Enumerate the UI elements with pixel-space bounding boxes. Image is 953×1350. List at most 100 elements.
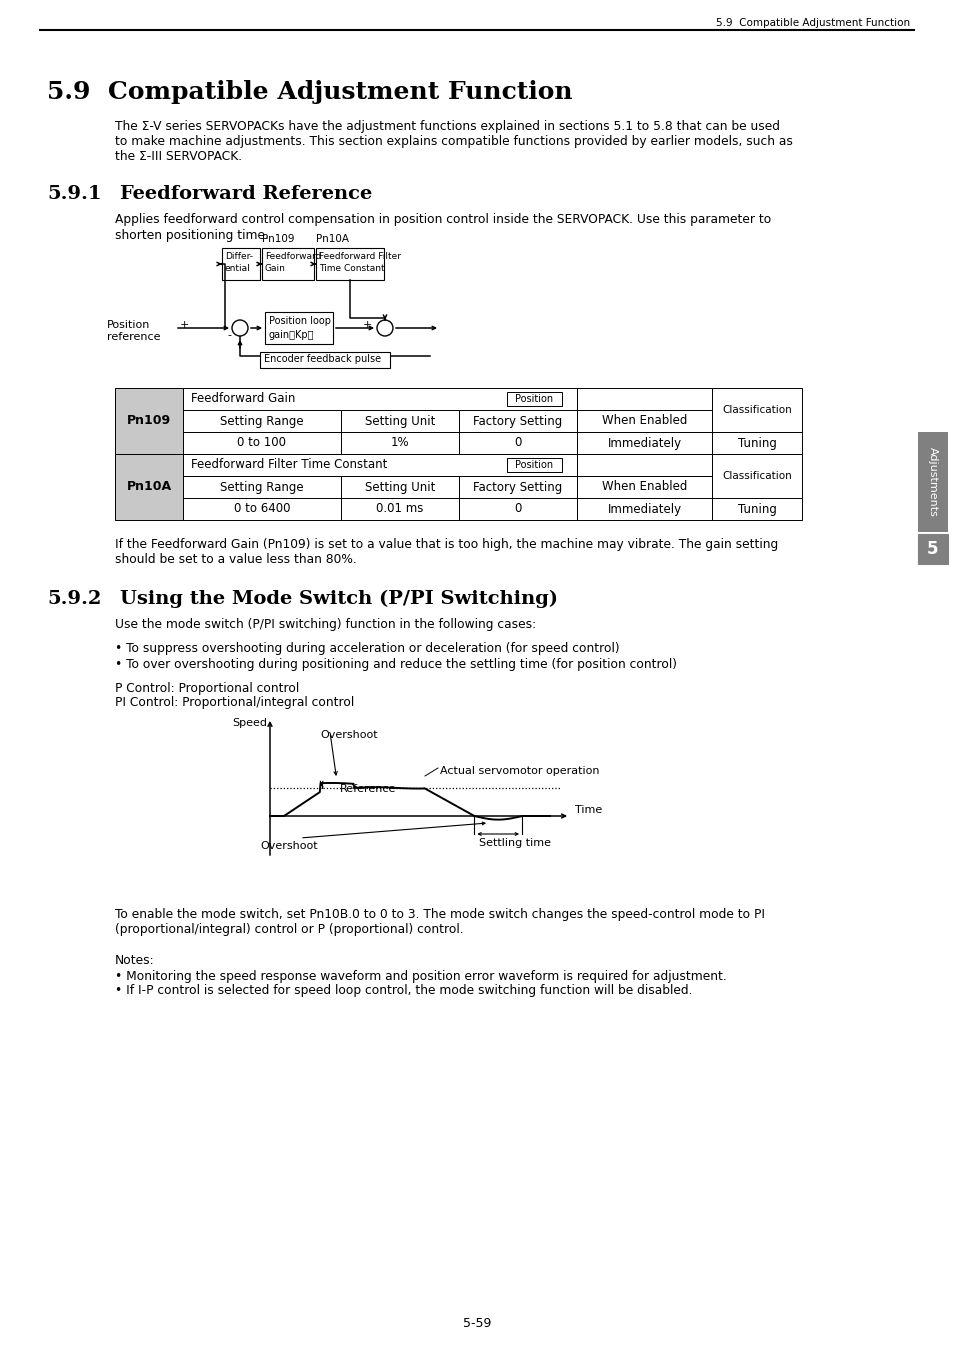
Bar [917,535,947,564]
Text: When Enabled: When Enabled [601,481,686,494]
Text: 5.9  Compatible Adjustment Function: 5.9 Compatible Adjustment Function [715,18,909,28]
Bar [262,248,314,279]
Text: Factory Setting: Factory Setting [473,481,562,494]
Bar [577,432,711,454]
Text: Speed: Speed [232,718,267,728]
Text: If the Feedforward Gain (Pn109) is set to a value that is too high, the machine : If the Feedforward Gain (Pn109) is set t… [115,539,778,566]
Text: Reference: Reference [339,784,395,794]
Text: Position: Position [107,320,151,329]
Bar [340,498,458,520]
Bar [458,410,577,432]
Text: Gain: Gain [265,265,286,273]
Text: Tuning: Tuning [737,502,776,516]
Text: Applies feedforward control compensation in position control inside the SERVOPAC: Applies feedforward control compensation… [115,213,770,225]
Text: Overshoot: Overshoot [319,730,377,740]
Bar [183,454,577,477]
Bar [711,387,801,432]
Text: Immediately: Immediately [607,436,680,450]
Bar [577,387,711,410]
Text: -: - [227,329,231,340]
Text: Setting Unit: Setting Unit [364,414,435,428]
Text: Notes:: Notes: [115,954,154,967]
Bar [340,432,458,454]
Text: Feedforward Gain: Feedforward Gain [191,393,295,405]
Text: 0: 0 [514,436,521,450]
Bar [115,454,183,520]
Text: Position loop: Position loop [269,316,331,325]
Text: • To over overshooting during positioning and reduce the settling time (for posi: • To over overshooting during positionin… [115,657,677,671]
Bar [265,312,333,344]
Text: Immediately: Immediately [607,502,680,516]
Text: Time: Time [575,805,601,815]
Text: reference: reference [107,332,160,342]
Text: Overshoot: Overshoot [260,841,317,850]
Text: P Control: Proportional control: P Control: Proportional control [115,682,299,695]
Bar [315,248,384,279]
Text: Classification: Classification [721,471,791,481]
Bar [577,498,711,520]
Text: Using the Mode Switch (P/PI Switching): Using the Mode Switch (P/PI Switching) [120,590,558,609]
Text: 5: 5 [926,540,938,558]
Bar [917,432,947,532]
Text: 5.9: 5.9 [47,80,91,104]
Text: When Enabled: When Enabled [601,414,686,428]
Text: Setting Range: Setting Range [220,481,303,494]
Bar [458,498,577,520]
Text: Actual servomotor operation: Actual servomotor operation [439,765,598,776]
Text: 0.01 ms: 0.01 ms [375,502,423,516]
Text: 5.9.1: 5.9.1 [47,185,102,202]
Text: Feedforward Filter Time Constant: Feedforward Filter Time Constant [191,459,387,471]
Text: Settling time: Settling time [479,838,551,848]
Bar [340,477,458,498]
Bar [183,410,340,432]
Text: gain（Kp）: gain（Kp） [269,329,314,340]
Text: Feedforward Filter: Feedforward Filter [318,252,400,261]
Text: Pn109: Pn109 [127,414,171,428]
Text: 0 to 6400: 0 to 6400 [233,502,290,516]
Text: • Monitoring the speed response waveform and position error waveform is required: • Monitoring the speed response waveform… [115,971,726,983]
Bar [183,498,340,520]
Text: Pn109: Pn109 [262,234,294,244]
Bar [183,432,340,454]
Bar [115,387,183,454]
Bar [506,458,561,472]
Bar [577,410,711,432]
Text: Position: Position [515,394,553,404]
Text: Classification: Classification [721,405,791,414]
Text: 5-59: 5-59 [462,1318,491,1330]
Bar [577,477,711,498]
Text: 0: 0 [514,502,521,516]
Text: To enable the mode switch, set Pn10B.0 to 0 to 3. The mode switch changes the sp: To enable the mode switch, set Pn10B.0 t… [115,909,764,936]
Text: Time Constant: Time Constant [318,265,384,273]
Text: 1%: 1% [391,436,409,450]
Bar [458,432,577,454]
Text: Compatible Adjustment Function: Compatible Adjustment Function [108,80,572,104]
Text: Position: Position [515,460,553,470]
Text: Tuning: Tuning [737,436,776,450]
Text: Use the mode switch (P/PI switching) function in the following cases:: Use the mode switch (P/PI switching) fun… [115,618,536,630]
Text: Factory Setting: Factory Setting [473,414,562,428]
Bar [222,248,260,279]
Text: shorten positioning time.: shorten positioning time. [115,230,269,242]
Text: Adjustments: Adjustments [927,447,937,517]
Bar [711,432,801,454]
Text: +: + [180,320,190,329]
Bar [183,387,577,410]
Text: • If I-P control is selected for speed loop control, the mode switching function: • If I-P control is selected for speed l… [115,984,692,998]
Text: Setting Unit: Setting Unit [364,481,435,494]
Text: PI Control: Proportional/integral control: PI Control: Proportional/integral contro… [115,697,354,709]
Text: • To suppress overshooting during acceleration or deceleration (for speed contro: • To suppress overshooting during accele… [115,643,619,655]
Text: 0 to 100: 0 to 100 [237,436,286,450]
Bar [577,454,711,477]
Text: Differ-: Differ- [225,252,253,261]
Text: Pn10A: Pn10A [127,481,172,494]
Text: Setting Range: Setting Range [220,414,303,428]
Bar [711,454,801,498]
Text: ential: ential [225,265,251,273]
Bar [458,477,577,498]
Bar [260,352,390,369]
Circle shape [232,320,248,336]
Text: 5.9.2: 5.9.2 [47,590,101,608]
Circle shape [376,320,393,336]
Bar [183,477,340,498]
